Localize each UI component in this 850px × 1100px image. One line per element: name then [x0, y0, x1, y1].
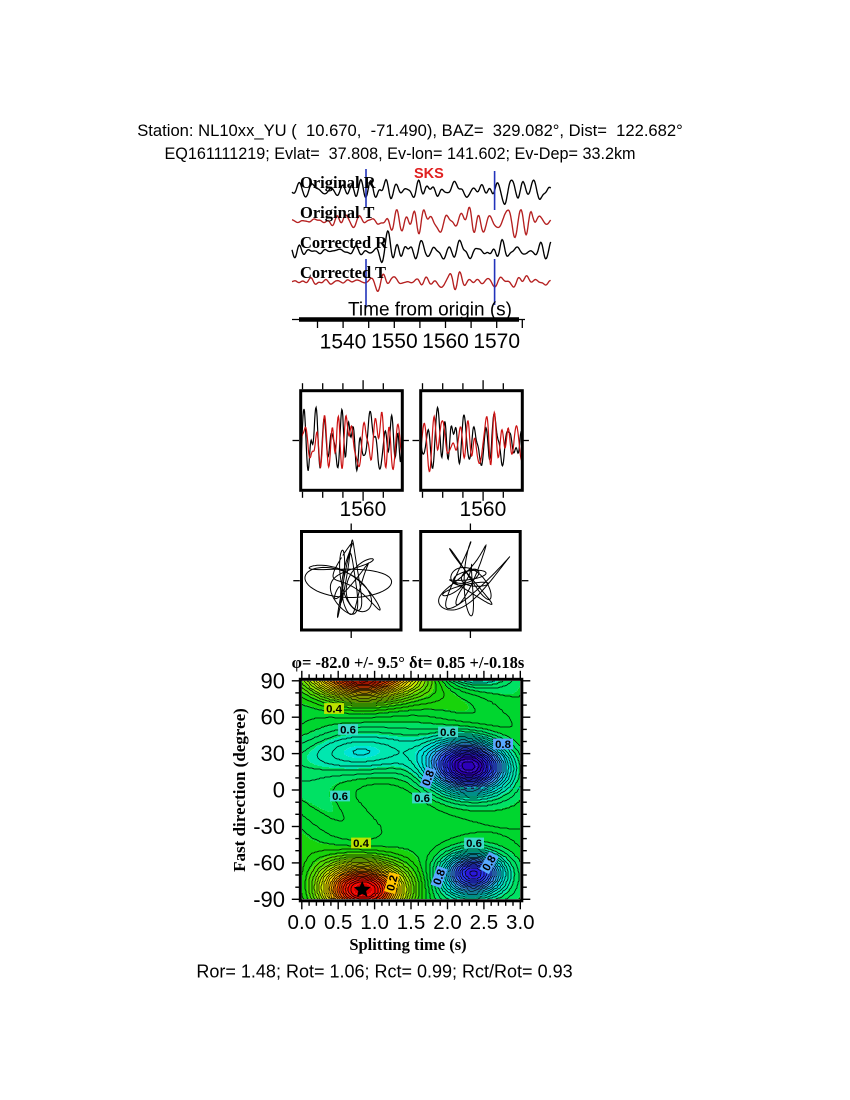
svg-text:0.6: 0.6 [332, 791, 348, 803]
svg-text:0.6: 0.6 [340, 724, 356, 736]
svg-text:2.5: 2.5 [470, 911, 499, 934]
svg-text:EQ161111219; Evlat= 37.808, E: EQ161111219; Evlat= 37.808, Ev-lon= 141.… [164, 145, 635, 163]
svg-text:0.4: 0.4 [326, 703, 342, 715]
svg-text:Corrected R: Corrected R [300, 233, 388, 252]
svg-text:0.8: 0.8 [431, 868, 448, 887]
svg-text:0.6: 0.6 [440, 727, 456, 739]
svg-text:Ror= 1.48; Rot= 1.06; Rct= 0.9: Ror= 1.48; Rot= 1.06; Rct= 0.99; Rct/Rot… [196, 962, 572, 982]
svg-text:Corrected T: Corrected T [300, 263, 386, 282]
svg-text:2.0: 2.0 [433, 911, 462, 934]
svg-text:60: 60 [261, 705, 285, 730]
svg-text:0.0: 0.0 [288, 911, 317, 934]
svg-text:SKS: SKS [414, 166, 444, 182]
svg-text:Station: NL10xx_YU ( 10.670,: Station: NL10xx_YU ( 10.670, -71.490), B… [137, 121, 683, 140]
svg-text:1.0: 1.0 [360, 911, 389, 934]
svg-text:φ= -82.0 +/- 9.5° δt= 0.85 +/-: φ= -82.0 +/- 9.5° δt= 0.85 +/-0.18s [292, 653, 525, 672]
svg-text:30: 30 [261, 741, 285, 766]
svg-text:0.8: 0.8 [495, 739, 511, 751]
svg-text:1540: 1540 [320, 331, 367, 354]
svg-text:-90: -90 [253, 887, 285, 912]
svg-text:1.5: 1.5 [397, 911, 426, 934]
svg-text:1560: 1560 [422, 330, 469, 353]
svg-text:0: 0 [273, 778, 285, 803]
svg-text:1550: 1550 [371, 330, 418, 353]
svg-text:-60: -60 [253, 850, 285, 875]
svg-text:1560: 1560 [460, 498, 507, 521]
svg-text:Fast direction (degree): Fast direction (degree) [230, 708, 249, 872]
svg-text:0.4: 0.4 [353, 838, 369, 850]
svg-text:Original R: Original R [300, 173, 377, 192]
svg-text:0.5: 0.5 [324, 911, 353, 934]
svg-text:0.6: 0.6 [414, 793, 430, 805]
svg-text:0.2: 0.2 [385, 874, 401, 892]
svg-text:90: 90 [261, 668, 285, 693]
svg-text:0.8: 0.8 [420, 769, 437, 788]
svg-text:Splitting time (s): Splitting time (s) [349, 935, 466, 954]
svg-text:1560: 1560 [340, 498, 387, 521]
svg-text:3.0: 3.0 [506, 911, 535, 934]
svg-text:-30: -30 [253, 814, 285, 839]
svg-text:Time from origin (s): Time from origin (s) [348, 300, 512, 321]
svg-text:Original T: Original T [300, 203, 374, 222]
svg-text:1570: 1570 [473, 330, 520, 353]
svg-text:0.6: 0.6 [466, 838, 482, 850]
